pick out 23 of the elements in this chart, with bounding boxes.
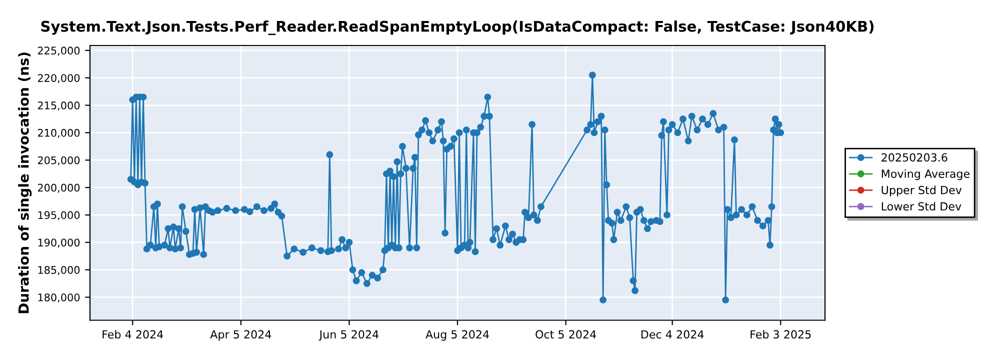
x-tick-label: Apr 5 2024	[210, 330, 272, 341]
y-tick-label: 210,000	[38, 128, 80, 138]
x-tick-label: Feb 4 2024	[102, 330, 164, 339]
x-tick-label: Dec 4 2024	[641, 330, 704, 339]
legend-label: Moving Average	[882, 169, 970, 180]
y-tick-label: 205,000	[38, 156, 80, 166]
y-tick-label: 215,000	[38, 102, 80, 110]
y-tick-label: 220,000	[38, 74, 80, 84]
x-tick-label: Feb 3 2025	[750, 330, 811, 339]
x-tick-label: Oct 5 2024	[536, 330, 596, 339]
y-tick-label: 225,000	[38, 46, 80, 56]
legend-label: 20250203.6	[882, 153, 948, 162]
y-tick-label: 190,000	[38, 238, 80, 248]
y-tick-label: 180,000	[38, 293, 80, 302]
x-tick-label: Aug 5 2024	[426, 330, 489, 341]
y-tick-label: 195,000	[38, 211, 80, 220]
chart-title: System.Text.Json.Tests.Perf_Reader.ReadSpanEmptyLoop(IsDataCompact: False, TestCase: Json40KB)	[41, 20, 874, 36]
legend-label: Upper Std Dev	[882, 186, 962, 196]
y-tick-label: 200,000	[38, 184, 80, 193]
y-axis-title: Duration of single invocation (ns)	[18, 52, 32, 314]
y-tick-label: 185,000	[38, 266, 80, 275]
legend-label: Lower Std Dev	[882, 202, 962, 211]
x-tick-label: Jun 5 2024	[318, 330, 378, 341]
